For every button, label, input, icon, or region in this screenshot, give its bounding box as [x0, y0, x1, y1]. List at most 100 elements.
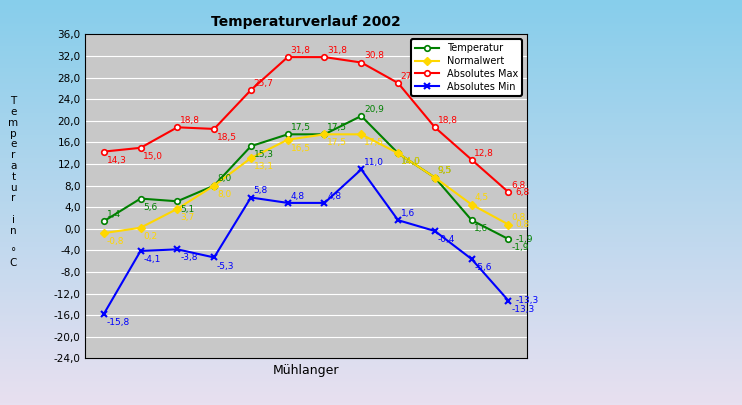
Absolutes Min [210, 255, 219, 260]
Text: 8,0: 8,0 [217, 175, 231, 183]
Text: 16,5: 16,5 [290, 144, 310, 153]
Text: 6,8: 6,8 [511, 181, 525, 190]
Normalwert [430, 175, 439, 180]
Text: 17,5: 17,5 [290, 123, 310, 132]
Temperatur [430, 175, 439, 180]
Text: 18,8: 18,8 [180, 116, 200, 125]
Text: 15,0: 15,0 [143, 152, 163, 161]
Text: -0,4: -0,4 [438, 235, 455, 244]
Temperatur [246, 144, 255, 149]
Line: Normalwert: Normalwert [101, 132, 511, 236]
Text: 1,4: 1,4 [107, 210, 121, 219]
Normalwert [283, 137, 292, 142]
Text: 31,8: 31,8 [290, 46, 310, 55]
Title: Temperaturverlauf 2002: Temperaturverlauf 2002 [211, 15, 401, 29]
Temperatur [173, 199, 182, 204]
Text: 0,2: 0,2 [143, 232, 157, 241]
Text: -13,3: -13,3 [511, 305, 534, 314]
Absolutes Max [246, 87, 255, 92]
Temperatur [210, 183, 219, 188]
Line: Temperatur: Temperatur [101, 113, 511, 242]
Text: 5,8: 5,8 [254, 186, 268, 195]
Absolutes Min [283, 200, 292, 205]
Text: 17,5: 17,5 [327, 139, 347, 147]
Text: 9,5: 9,5 [438, 166, 452, 175]
Normalwert [393, 151, 402, 156]
Text: 0,8: 0,8 [511, 213, 525, 222]
Text: -13,3: -13,3 [516, 296, 539, 305]
Absolutes Max [320, 55, 329, 60]
Legend: Temperatur, Normalwert, Absolutes Max, Absolutes Min: Temperatur, Normalwert, Absolutes Max, A… [411, 39, 522, 96]
Normalwert [136, 225, 145, 230]
Text: 14,0: 14,0 [401, 157, 421, 166]
Text: -5,3: -5,3 [217, 262, 234, 271]
Text: -1,9: -1,9 [511, 243, 529, 252]
Text: 27,0: 27,0 [401, 72, 421, 81]
Absolutes Min [467, 257, 476, 262]
Text: 25,7: 25,7 [254, 79, 274, 88]
Normalwert [173, 207, 182, 211]
Absolutes Min [99, 312, 108, 317]
Text: 8,0: 8,0 [217, 190, 231, 199]
Text: T
e
m
p
e
r
a
t
u
r
 
i
n
 
°
C: T e m p e r a t u r i n ° C [8, 96, 19, 268]
Text: 1,6: 1,6 [474, 224, 489, 233]
Text: 17,5: 17,5 [364, 139, 384, 147]
Text: 30,8: 30,8 [364, 51, 384, 60]
Temperatur [357, 113, 366, 118]
Text: -4,1: -4,1 [143, 255, 161, 264]
Temperatur [99, 219, 108, 224]
Text: 5,6: 5,6 [143, 202, 157, 212]
Normalwert [246, 156, 255, 160]
Text: 6,8: 6,8 [516, 188, 530, 196]
X-axis label: Mühlanger: Mühlanger [273, 364, 339, 377]
Text: 5,1: 5,1 [180, 205, 194, 214]
Absolutes Min [136, 249, 145, 254]
Absolutes Min [173, 247, 182, 252]
Text: -1,9: -1,9 [516, 234, 533, 243]
Absolutes Min [357, 167, 366, 172]
Line: Absolutes Max: Absolutes Max [101, 54, 511, 195]
Normalwert [99, 231, 108, 236]
Text: 13,1: 13,1 [254, 162, 274, 171]
Absolutes Max [136, 145, 145, 150]
Temperatur [136, 196, 145, 201]
Temperatur [467, 218, 476, 223]
Text: 1,6: 1,6 [401, 209, 415, 218]
Absolutes Min [504, 298, 513, 303]
Temperatur [283, 132, 292, 137]
Absolutes Max [467, 157, 476, 162]
Absolutes Max [173, 125, 182, 130]
Temperatur [504, 237, 513, 241]
Temperatur [320, 132, 329, 137]
Text: 20,9: 20,9 [364, 105, 384, 114]
Text: 12,8: 12,8 [474, 149, 494, 158]
Text: 9,5: 9,5 [438, 166, 452, 175]
Text: 0,8: 0,8 [516, 220, 530, 229]
Text: -0,8: -0,8 [107, 237, 124, 246]
Text: -3,8: -3,8 [180, 254, 197, 262]
Absolutes Max [283, 55, 292, 60]
Normalwert [467, 202, 476, 207]
Absolutes Max [357, 60, 366, 65]
Text: 17,5: 17,5 [327, 123, 347, 132]
Normalwert [357, 132, 366, 137]
Absolutes Min [320, 200, 329, 205]
Text: 3,7: 3,7 [180, 213, 194, 222]
Text: 4,8: 4,8 [327, 192, 341, 201]
Text: -15,8: -15,8 [107, 318, 130, 327]
Text: -5,6: -5,6 [474, 263, 492, 272]
Temperatur [393, 151, 402, 156]
Absolutes Max [393, 81, 402, 85]
Absolutes Min [430, 228, 439, 233]
Absolutes Max [99, 149, 108, 154]
Line: Absolutes Min: Absolutes Min [100, 166, 512, 318]
Absolutes Min [393, 218, 402, 223]
Absolutes Min [246, 195, 255, 200]
Text: 31,8: 31,8 [327, 46, 347, 55]
Text: 4,8: 4,8 [290, 192, 304, 201]
Text: 11,0: 11,0 [364, 158, 384, 167]
Text: 14,3: 14,3 [107, 156, 126, 165]
Text: 18,5: 18,5 [217, 133, 237, 142]
Text: 15,3: 15,3 [254, 150, 274, 159]
Absolutes Max [430, 125, 439, 130]
